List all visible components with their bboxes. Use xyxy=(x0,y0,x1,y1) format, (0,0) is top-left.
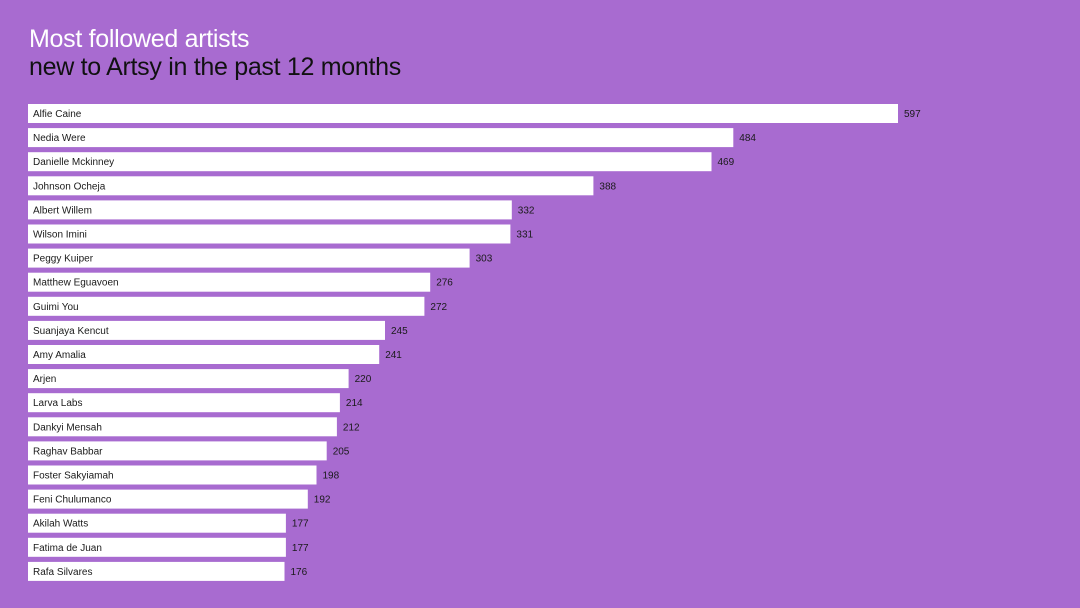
bar-value-label: 276 xyxy=(436,278,453,289)
bar xyxy=(28,176,594,196)
bar-category-label: Feni Chulumanco xyxy=(33,495,112,506)
bar-value-label: 332 xyxy=(518,205,535,216)
bar-category-label: Larva Labs xyxy=(33,398,82,409)
bar-category-label: Akilah Watts xyxy=(33,519,88,530)
bar-category-label: Wilson Imini xyxy=(33,230,87,241)
bar-category-label: Rafa Silvares xyxy=(33,567,92,578)
bar xyxy=(28,441,327,461)
bar-category-label: Fatima de Juan xyxy=(33,543,102,554)
bar xyxy=(28,489,308,509)
bar xyxy=(28,152,712,172)
bar-category-label: Nedia Were xyxy=(33,133,86,144)
bar-value-label: 192 xyxy=(314,495,331,506)
bar xyxy=(28,345,380,364)
bar-category-label: Guimi You xyxy=(33,302,79,313)
bar xyxy=(28,513,286,533)
bar-value-label: 177 xyxy=(292,543,309,554)
bar xyxy=(28,320,385,340)
bar-value-label: 388 xyxy=(599,181,616,192)
bar xyxy=(28,393,340,413)
bar xyxy=(28,224,511,244)
bar-value-label: 484 xyxy=(739,133,756,144)
bar xyxy=(28,417,337,437)
bar xyxy=(28,272,431,292)
bar-value-label: 176 xyxy=(291,567,308,578)
bar xyxy=(28,561,285,581)
bar-category-label: Alfie Caine xyxy=(33,109,82,120)
bar xyxy=(28,104,898,123)
bar-value-label: 214 xyxy=(346,398,363,409)
bar-category-label: Dankyi Mensah xyxy=(33,422,102,433)
bar-value-label: 245 xyxy=(391,326,408,337)
bar-value-label: 205 xyxy=(333,446,350,457)
bar xyxy=(28,200,512,220)
bar-value-label: 272 xyxy=(430,302,447,313)
bar-value-label: 597 xyxy=(904,109,921,120)
bar-category-label: Arjen xyxy=(33,374,56,385)
bar xyxy=(28,369,349,389)
bar-category-label: Suanjaya Kencut xyxy=(33,326,109,337)
chart-subtitle: new to Artsy in the past 12 months xyxy=(29,53,401,81)
bar xyxy=(28,537,286,557)
bar-value-label: 303 xyxy=(476,254,493,265)
bar-category-label: Foster Sakyiamah xyxy=(33,471,114,482)
bar-value-label: 469 xyxy=(718,157,735,168)
bar xyxy=(28,248,470,268)
bar-category-label: Albert Willem xyxy=(33,205,92,216)
bar-category-label: Peggy Kuiper xyxy=(33,254,94,265)
bar-category-label: Johnson Ocheja xyxy=(33,181,106,192)
bar xyxy=(28,465,317,485)
bar-category-label: Matthew Eguavoen xyxy=(33,278,119,289)
chart-title: Most followed artists xyxy=(29,25,250,53)
bar-value-label: 331 xyxy=(516,230,533,241)
bar-value-label: 212 xyxy=(343,422,360,433)
bar-category-label: Amy Amalia xyxy=(33,350,86,361)
bar xyxy=(28,128,734,148)
bar-value-label: 198 xyxy=(323,471,340,482)
bar-value-label: 177 xyxy=(292,519,309,530)
bar-value-label: 220 xyxy=(355,374,372,385)
bar-category-label: Raghav Babbar xyxy=(33,446,103,457)
bar-category-label: Danielle Mckinney xyxy=(33,157,114,168)
bar xyxy=(28,296,425,316)
bar-value-label: 241 xyxy=(385,350,402,361)
